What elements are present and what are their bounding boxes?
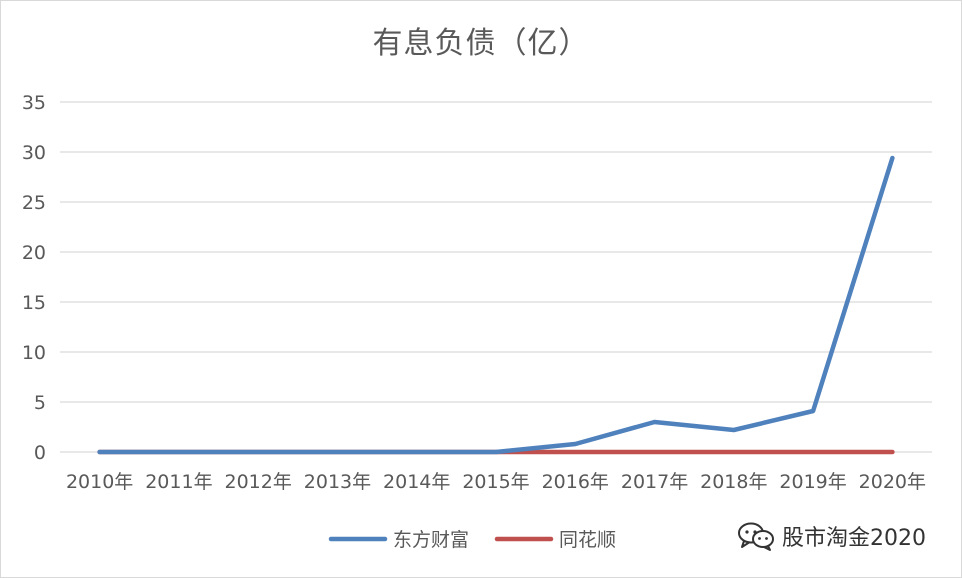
y-tick-label: 10 [22, 342, 46, 364]
x-tick-label: 2020年 [859, 471, 926, 493]
y-axis-ticks: 0 5 10 15 20 25 30 35 [22, 92, 46, 464]
x-tick-label: 2013年 [304, 471, 371, 493]
x-axis-ticks: 2010年 2011年 2012年 2013年 2014年 2015年 2016年 2017年… [66, 471, 926, 493]
x-tick-label: 2018年 [700, 471, 767, 493]
x-tick-label: 2012年 [225, 471, 292, 493]
x-tick-label: 2016年 [542, 471, 609, 493]
y-tick-label: 30 [22, 142, 46, 164]
y-tick-label: 35 [22, 92, 46, 114]
x-tick-label: 2019年 [779, 471, 846, 493]
gridlines [60, 101, 932, 453]
legend-label-0: 东方财富 [393, 529, 469, 551]
legend: 东方财富 同花顺 [328, 529, 616, 551]
y-tick-label: 5 [34, 392, 46, 414]
watermark: 股市淘金2020 [736, 520, 926, 552]
y-tick-label: 15 [22, 292, 46, 314]
series-line-0 [97, 155, 895, 455]
x-tick-label: 2017年 [621, 471, 688, 493]
x-tick-label: 2010年 [66, 471, 133, 493]
x-tick-label: 2015年 [462, 471, 529, 493]
series-lines [97, 155, 895, 455]
wechat-icon [738, 522, 774, 551]
y-tick-label: 25 [22, 192, 46, 214]
x-tick-label: 2011年 [145, 471, 212, 493]
y-tick-label: 0 [34, 442, 46, 464]
watermark-text: 股市淘金2020 [782, 526, 926, 551]
chart-title: 有息负债（亿） [372, 26, 590, 61]
legend-label-1: 同花顺 [559, 529, 616, 551]
y-tick-label: 20 [22, 242, 46, 264]
x-tick-label: 2014年 [383, 471, 450, 493]
